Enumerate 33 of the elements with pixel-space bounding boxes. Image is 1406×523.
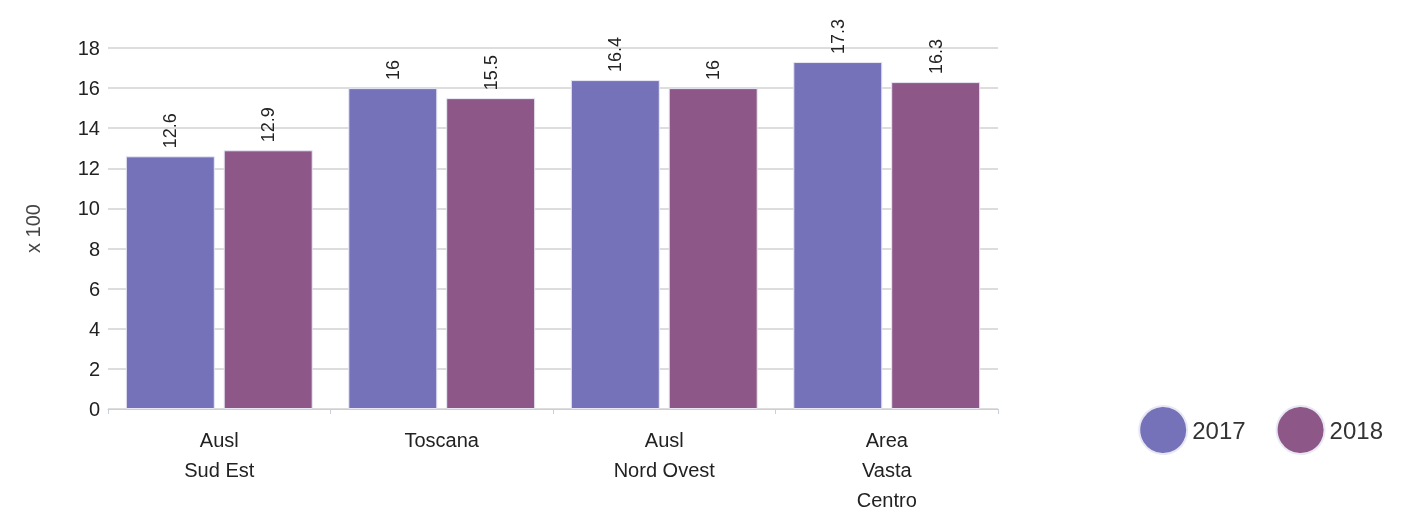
y-tick-label: 6 bbox=[88, 277, 100, 300]
y-tick-label: 0 bbox=[88, 398, 100, 420]
data-label: 16.3 bbox=[925, 39, 946, 75]
y-tick-label: 10 bbox=[77, 197, 100, 220]
data-label: 15.5 bbox=[480, 55, 501, 91]
y-axis-title: x 100 bbox=[22, 204, 44, 253]
legend-label: 2017 bbox=[1192, 416, 1246, 444]
data-label: 12.6 bbox=[160, 113, 181, 149]
bar bbox=[668, 88, 758, 409]
data-label: 16 bbox=[703, 60, 724, 81]
x-tick-label: Toscana bbox=[404, 429, 480, 451]
x-tick-label: Area Vasta Centro bbox=[856, 429, 917, 511]
bar bbox=[125, 156, 215, 409]
x-tick-label: Ausl Sud Est bbox=[184, 429, 255, 481]
legend-label: 2018 bbox=[1329, 416, 1383, 444]
y-tick-label: 8 bbox=[88, 237, 100, 260]
bar bbox=[570, 80, 660, 409]
bar bbox=[223, 150, 313, 409]
data-label: 17.3 bbox=[827, 18, 848, 55]
y-tick-label: 16 bbox=[77, 77, 100, 100]
x-tick-label: Ausl Nord Ovest bbox=[613, 429, 716, 481]
y-tick-label: 2 bbox=[88, 357, 100, 380]
bar bbox=[891, 82, 981, 409]
data-label: 16.4 bbox=[605, 37, 626, 73]
y-tick-label: 18 bbox=[77, 37, 100, 59]
y-tick-label: 4 bbox=[88, 317, 100, 340]
y-tick-label: 14 bbox=[77, 117, 100, 140]
data-label: 16 bbox=[382, 60, 403, 81]
bar bbox=[348, 88, 438, 409]
y-tick-label: 12 bbox=[77, 157, 100, 180]
data-label: 12.9 bbox=[258, 107, 279, 143]
bar bbox=[446, 98, 536, 409]
bar bbox=[793, 62, 883, 409]
